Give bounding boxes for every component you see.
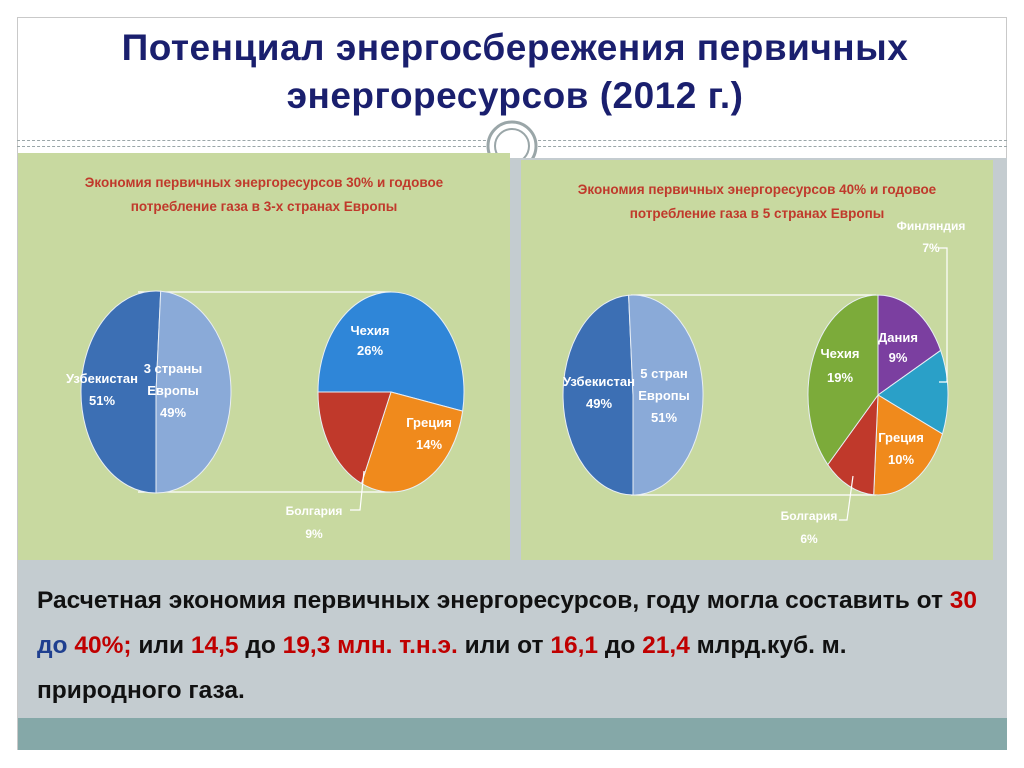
chart-1-main-pie-slice-1 xyxy=(80,290,162,494)
chart-2-main-label-europe-1: 5 стран xyxy=(640,366,687,381)
chart-2-main-pie-slice-2 xyxy=(628,294,704,496)
chart-2: Экономия первичных энергоресурсов 40% и … xyxy=(521,160,993,560)
chart-2-sub-value-denmark: 9% xyxy=(889,350,908,365)
chart-2-svg: Экономия первичных энергоресурсов 40% и … xyxy=(562,182,966,546)
summary-part-6: до xyxy=(598,632,643,659)
chart-2-title-line-1: Экономия первичных энергоресурсов 40% и … xyxy=(578,182,937,197)
chart-2-sub-label-bulgaria: Болгария xyxy=(781,509,838,523)
title-line-1: Потенциал энергосбережения первичных xyxy=(121,27,909,68)
chart-2-sub-pie-slice-4 xyxy=(827,393,879,496)
chart-1-main-label-europe-2: Европы xyxy=(147,383,199,398)
chart-2-sub-pie-slice-1 xyxy=(877,294,942,396)
summary-part-5: или от xyxy=(457,632,551,659)
summary-part-2: до xyxy=(37,632,75,659)
chart-2-sub-pie-slice-3 xyxy=(873,394,944,496)
chart-1-main-label-uzbekistan: Узбекистан xyxy=(66,371,138,386)
footer-strip xyxy=(18,718,1007,750)
chart-2-sub-label-denmark: Дания xyxy=(878,330,918,345)
summary-value-16-1: 16,1 xyxy=(550,632,599,659)
chart-2-bulgaria-leader xyxy=(839,475,854,521)
chart-2-sub-pie-slice-2 xyxy=(877,349,949,435)
chart-1-main-value-europe: 49% xyxy=(160,405,186,420)
title-line-2: энергоресурсов (2012 г.) xyxy=(286,75,744,116)
chart-1-main-label-europe-1: 3 страны xyxy=(144,361,203,376)
chart-2-sub-value-bulgaria: 6% xyxy=(800,532,818,546)
chart-2-sub-value-greece: 10% xyxy=(888,452,914,467)
chart-1-sub-pie-slice-2 xyxy=(360,391,464,493)
chart-2-title-line-2: потребление газа в 5 странах Европы xyxy=(630,206,885,221)
summary-text: Расчетная экономия первичных энергоресур… xyxy=(37,578,997,713)
chart-2-main-label-europe-2: Европы xyxy=(638,388,690,403)
slide-title: Потенциал энергосбережения первичных эне… xyxy=(30,24,1000,120)
chart-2-main-pie-slice-1 xyxy=(562,294,634,496)
chart-2-sub-value-finland: 7% xyxy=(922,241,940,255)
summary-value-40: 40%; xyxy=(74,632,132,659)
chart-1-title-line-2: потребление газа в 3-х странах Европы xyxy=(131,199,398,214)
summary-value-19-3: 19,3 млн. т.н.э. xyxy=(282,632,458,659)
summary-part-3: или xyxy=(131,632,191,659)
chart-2-sub-label-finland: Финляндия xyxy=(897,219,966,233)
chart-1-sub-label-greece: Греция xyxy=(406,415,452,430)
chart-1-sub-label-czech: Чехия xyxy=(351,323,390,338)
chart-2-main-value-europe: 51% xyxy=(651,410,677,425)
summary-value-30: 30 xyxy=(949,587,978,614)
chart-1-bulgaria-leader xyxy=(350,470,365,511)
chart-2-finland-leader xyxy=(939,247,948,383)
chart-1-sub-value-czech: 26% xyxy=(357,343,383,358)
chart-2-sub-value-czech: 19% xyxy=(827,370,853,385)
chart-1-title-line-1: Экономия первичных энергоресурсов 30% и … xyxy=(85,175,444,190)
chart-1-sub-value-bulgaria: 9% xyxy=(305,527,323,541)
chart-1-sub-pie-slice-3 xyxy=(317,391,392,485)
chart-1-sub-label-bulgaria: Болгария xyxy=(286,504,343,518)
chart-2-sub-label-greece: Греция xyxy=(878,430,924,445)
chart-2-sub-pie-slice-5 xyxy=(807,294,879,466)
summary-part-7: млрд.куб. м. природного газа. xyxy=(37,632,847,704)
summary-value-14-5: 14,5 xyxy=(190,632,239,659)
chart-2-sub-label-czech: Чехия xyxy=(821,346,860,361)
chart-2-main-pie xyxy=(562,294,704,496)
chart-1-main-pie xyxy=(80,290,232,494)
chart-2-sub-pie xyxy=(807,294,949,496)
chart-2-main-label-uzbekistan: Узбекистан xyxy=(563,374,635,389)
chart-1: Экономия первичных энергоресурсов 30% и … xyxy=(18,153,510,560)
chart-1-sub-value-greece: 14% xyxy=(416,437,442,452)
chart-1-svg: Экономия первичных энергоресурсов 30% и … xyxy=(66,175,465,541)
summary-value-21-4: 21,4 xyxy=(642,632,690,659)
chart-1-main-pie-slice-2 xyxy=(155,290,232,494)
chart-1-sub-pie-slice-1 xyxy=(317,291,465,412)
chart-1-main-value-uzbekistan: 51% xyxy=(89,393,115,408)
summary-part-1: Расчетная экономия первичных энергоресур… xyxy=(37,587,950,614)
chart-1-sub-pie xyxy=(317,291,465,493)
summary-part-4: до xyxy=(238,632,283,659)
chart-2-main-value-uzbekistan: 49% xyxy=(586,396,612,411)
